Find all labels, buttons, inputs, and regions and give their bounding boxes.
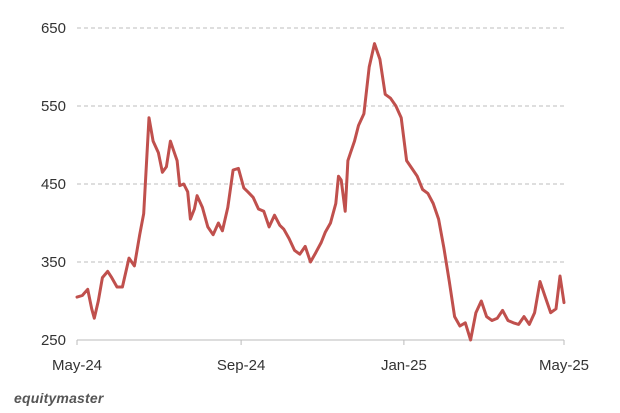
series-group bbox=[75, 42, 566, 342]
x-tick-label: Sep-24 bbox=[217, 357, 265, 374]
y-tick-label: 250 bbox=[41, 332, 66, 349]
y-tick-label: 450 bbox=[41, 176, 66, 193]
x-axis-ticks: May-24 Sep-24 Jan-25 May-25 bbox=[52, 340, 589, 374]
series-line bbox=[75, 42, 566, 342]
y-tick-label: 650 bbox=[41, 20, 66, 37]
equitymaster-logo: equitymaster bbox=[14, 390, 104, 406]
x-tick-label: Jan-25 bbox=[381, 357, 427, 374]
x-tick-label: May-24 bbox=[52, 357, 102, 374]
x-tick-label: May-25 bbox=[539, 357, 589, 374]
y-axis-ticks: 650 550 450 350 250 bbox=[41, 20, 66, 349]
y-tick-label: 550 bbox=[41, 98, 66, 115]
y-tick-label: 350 bbox=[41, 254, 66, 271]
grid-lines bbox=[77, 27, 564, 263]
